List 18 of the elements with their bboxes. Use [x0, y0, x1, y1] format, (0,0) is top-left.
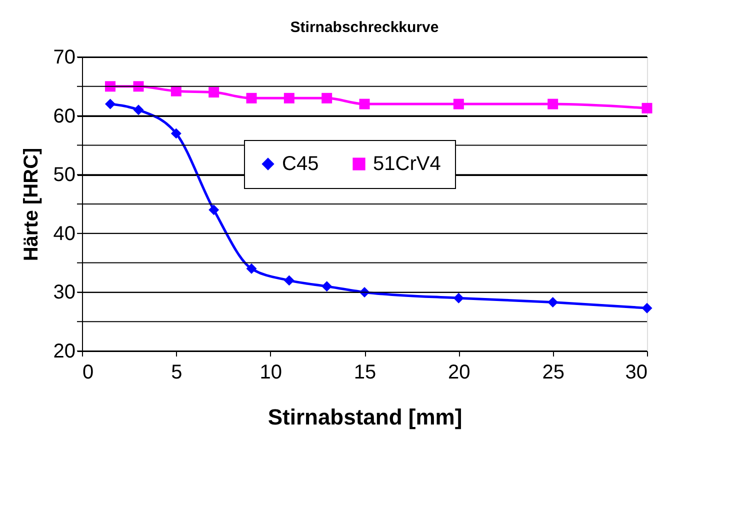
- x-tick-label: 5: [171, 362, 182, 384]
- legend-label: C45: [282, 153, 319, 175]
- x-tick-label: 15: [354, 362, 376, 384]
- x-tick-label: 25: [542, 362, 564, 384]
- x-tick-label: 0: [82, 362, 94, 384]
- y-tick-label: 60: [53, 105, 76, 128]
- x-axis-title: Stirnabstand [mm]: [268, 404, 462, 430]
- x-tick-label: 20: [448, 362, 470, 384]
- chart-title: Stirnabschreckkurve: [290, 19, 439, 36]
- x-tick-label: 10: [260, 362, 282, 384]
- y-tick-label: 50: [53, 164, 76, 186]
- y-tick-label: 40: [53, 222, 76, 245]
- x-tick-label: 30: [625, 362, 648, 384]
- y-tick-label: 20: [53, 340, 76, 362]
- y-tick-label: 70: [53, 46, 76, 68]
- legend-label: 51CrV4: [373, 153, 441, 175]
- y-tick-label: 30: [53, 282, 76, 304]
- y-axis-title: Härte [HRC]: [20, 148, 42, 262]
